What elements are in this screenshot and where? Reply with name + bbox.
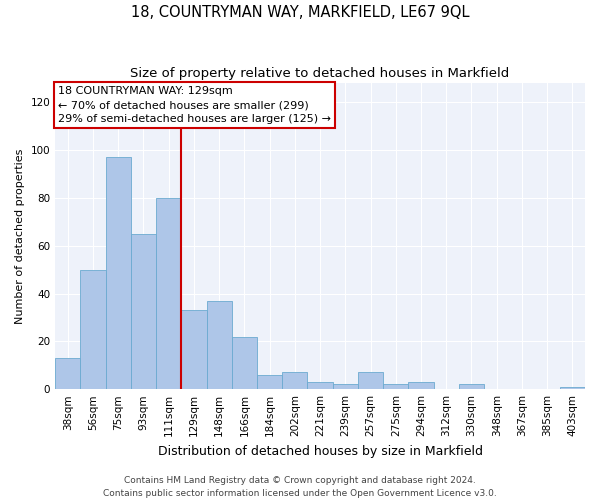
Bar (560, 387, 585, 389)
Bar (55, 358, 80, 389)
Bar (80, 270, 106, 389)
Bar (106, 157, 131, 389)
Bar (257, 375, 282, 389)
Bar (409, 382, 434, 389)
Text: 18 COUNTRYMAN WAY: 129sqm
← 70% of detached houses are smaller (299)
29% of semi: 18 COUNTRYMAN WAY: 129sqm ← 70% of detac… (58, 86, 331, 124)
Bar (459, 384, 484, 389)
Bar (307, 382, 332, 389)
X-axis label: Distribution of detached houses by size in Markfield: Distribution of detached houses by size … (158, 444, 482, 458)
Bar (181, 310, 206, 389)
Bar (282, 372, 307, 389)
Title: Size of property relative to detached houses in Markfield: Size of property relative to detached ho… (130, 68, 510, 80)
Bar (332, 384, 358, 389)
Bar (358, 372, 383, 389)
Text: Contains HM Land Registry data © Crown copyright and database right 2024.
Contai: Contains HM Land Registry data © Crown c… (103, 476, 497, 498)
Bar (206, 300, 232, 389)
Bar (383, 384, 409, 389)
Text: 18, COUNTRYMAN WAY, MARKFIELD, LE67 9QL: 18, COUNTRYMAN WAY, MARKFIELD, LE67 9QL (131, 5, 469, 20)
Bar (131, 234, 156, 389)
Y-axis label: Number of detached properties: Number of detached properties (15, 148, 25, 324)
Bar (156, 198, 181, 389)
Bar (232, 336, 257, 389)
